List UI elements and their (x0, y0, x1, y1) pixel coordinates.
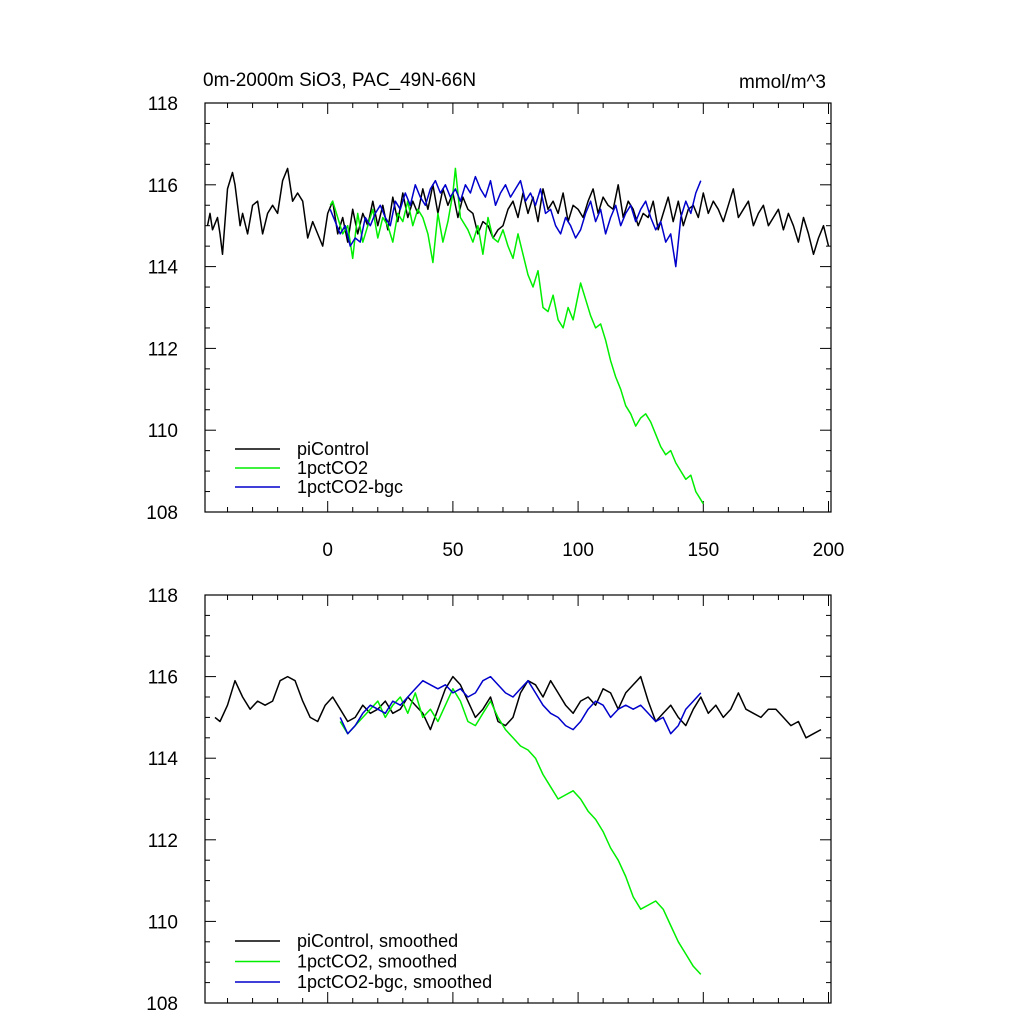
x-tick-label: 150 (687, 540, 719, 561)
y-tick-label: 112 (148, 831, 178, 852)
series-line-1 (214, 675, 822, 739)
legend-label: 1pctCO2-bgc, smoothed (297, 972, 492, 992)
y-tick-label: 118 (148, 586, 178, 607)
y-tick-label: 110 (148, 912, 178, 933)
chart-title: 0m-2000m SiO3, PAC_49N-66N (203, 70, 476, 91)
y-tick-label: 118 (148, 94, 178, 115)
legend-label: 1pctCO2, smoothed (297, 952, 457, 972)
x-tick-label: 0 (322, 540, 333, 561)
series-line-1 (206, 167, 830, 256)
y-tick-label: 116 (148, 176, 178, 197)
legend-label: 1pctCO2 (297, 458, 368, 478)
series-line-3 (329, 175, 702, 268)
x-tick-label: 100 (562, 540, 594, 561)
y-tick-label: 108 (146, 503, 178, 524)
chart-units: mmol/m^3 (739, 72, 826, 93)
legend-label: 1pctCO2-bgc (297, 477, 403, 497)
y-tick-label: 110 (148, 421, 178, 442)
y-tick-label: 114 (148, 258, 179, 279)
y-tick-label: 114 (148, 749, 179, 770)
legend-label: piControl, smoothed (297, 931, 458, 951)
x-tick-label: 50 (442, 540, 463, 561)
series-line-2 (339, 688, 702, 975)
series-line-3 (339, 675, 702, 735)
y-tick-label: 116 (148, 668, 178, 689)
legend-label: piControl (297, 439, 369, 459)
y-tick-label: 112 (148, 339, 178, 360)
x-tick-label: 200 (813, 540, 845, 561)
y-tick-label: 108 (146, 994, 178, 1015)
series-line-2 (329, 167, 704, 505)
